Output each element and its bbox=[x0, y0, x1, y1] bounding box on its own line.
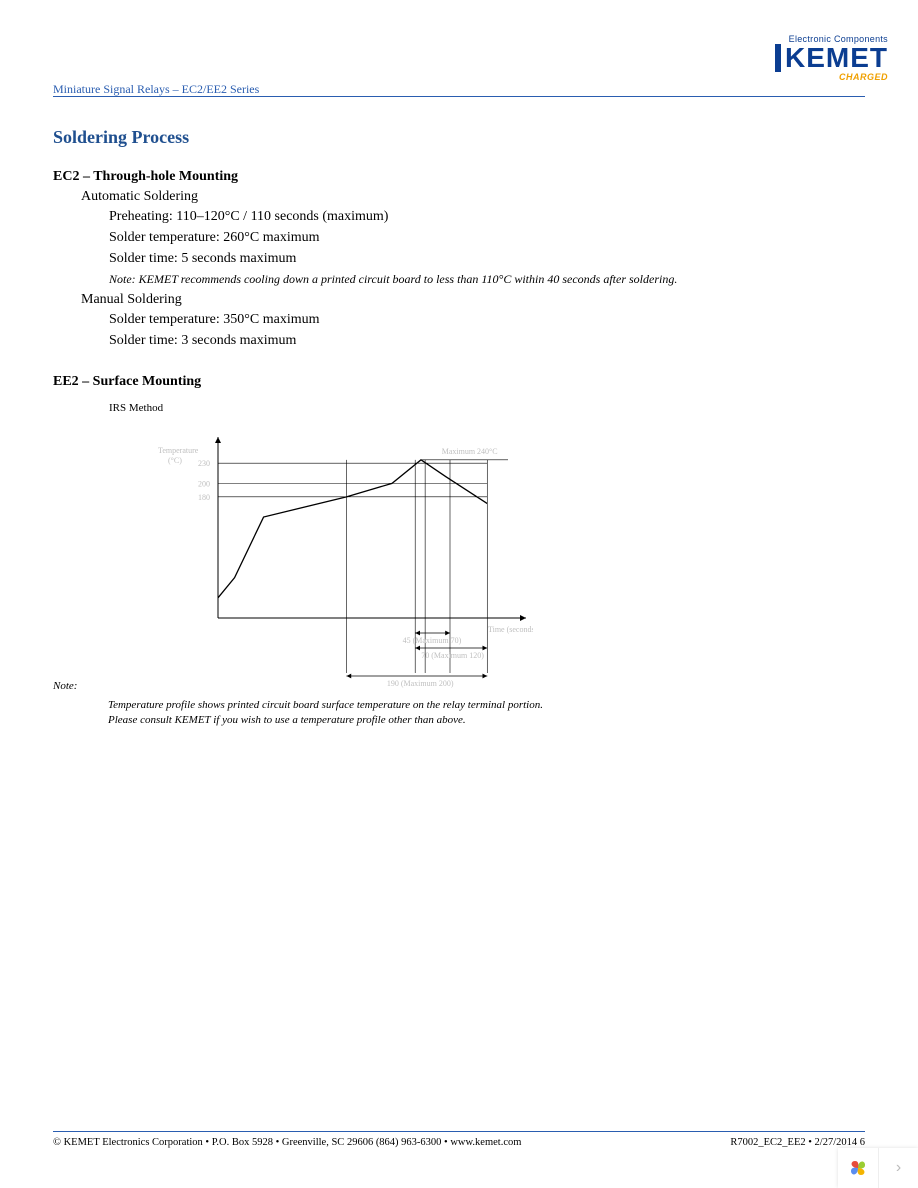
ec2-heading: EC2 – Through-hole Mounting bbox=[53, 169, 865, 185]
manual-time: Solder time: 3 seconds maximum bbox=[109, 333, 865, 349]
logo-text: KEMET bbox=[775, 44, 888, 72]
footer: © KEMET Electronics Corporation • P.O. B… bbox=[53, 1137, 865, 1148]
note2-body: Temperature profile shows printed circui… bbox=[108, 698, 543, 728]
reflow-profile-chart: Temperature(°C) Time (seconds) 230 200 180 Ma… bbox=[133, 428, 533, 658]
chart-svg: Temperature(°C) Time (seconds) 230 200 180 Ma… bbox=[133, 428, 533, 688]
manual-soldering-label: Manual Soldering bbox=[81, 292, 865, 308]
logo-subtext: CHARGED bbox=[775, 72, 888, 82]
chevron-right-icon: › bbox=[896, 1159, 901, 1177]
svg-text:45 (Maximum 70): 45 (Maximum 70) bbox=[403, 636, 462, 645]
header-rule bbox=[53, 96, 865, 97]
footer-right: R7002_EC2_EE2 • 2/27/2014 6 bbox=[730, 1137, 865, 1148]
svg-text:(°C): (°C) bbox=[168, 456, 182, 465]
svg-text:180: 180 bbox=[198, 493, 210, 502]
footer-left: © KEMET Electronics Corporation • P.O. B… bbox=[53, 1137, 521, 1148]
logo-wordmark: KEMET bbox=[775, 44, 888, 72]
breadcrumb: Miniature Signal Relays – EC2/EE2 Series bbox=[53, 82, 259, 97]
note2-label: Note: bbox=[53, 680, 77, 692]
svg-text:Temperature: Temperature bbox=[158, 446, 199, 455]
note2-line2: Please consult KEMET if you wish to use … bbox=[108, 713, 543, 728]
auto-temp: Solder temperature: 260°C maximum bbox=[109, 230, 865, 246]
manual-temp: Solder temperature: 350°C maximum bbox=[109, 312, 865, 328]
app-icon[interactable] bbox=[838, 1148, 878, 1188]
svg-text:190 (Maximum 200): 190 (Maximum 200) bbox=[387, 679, 454, 688]
auto-note: Note: KEMET recommends cooling down a pr… bbox=[109, 272, 865, 287]
svg-text:Time (seconds): Time (seconds) bbox=[488, 625, 533, 634]
svg-text:200: 200 bbox=[198, 479, 210, 488]
content: EC2 – Through-hole Mounting Automatic So… bbox=[53, 165, 865, 658]
ee2-heading: EE2 – Surface Mounting bbox=[53, 374, 865, 390]
brand-logo: Electronic Components KEMET CHARGED bbox=[775, 34, 888, 82]
page-title: Soldering Process bbox=[53, 127, 189, 148]
note2-line1: Temperature profile shows printed circui… bbox=[108, 698, 543, 713]
leaf-icon bbox=[845, 1155, 871, 1181]
next-button[interactable]: › bbox=[878, 1148, 918, 1188]
page: Electronic Components KEMET CHARGED Mini… bbox=[0, 0, 918, 1188]
corner-widget: › bbox=[838, 1148, 918, 1188]
auto-preheat: Preheating: 110–120°C / 110 seconds (max… bbox=[109, 209, 865, 225]
auto-soldering-label: Automatic Soldering bbox=[81, 189, 865, 205]
svg-text:Maximum 240°C: Maximum 240°C bbox=[442, 447, 498, 456]
irs-method-label: IRS Method bbox=[109, 402, 865, 414]
svg-text:230: 230 bbox=[198, 459, 210, 468]
footer-rule bbox=[53, 1131, 865, 1132]
auto-time: Solder time: 5 seconds maximum bbox=[109, 251, 865, 267]
svg-text:70 (Maximum 120): 70 (Maximum 120) bbox=[421, 651, 484, 660]
